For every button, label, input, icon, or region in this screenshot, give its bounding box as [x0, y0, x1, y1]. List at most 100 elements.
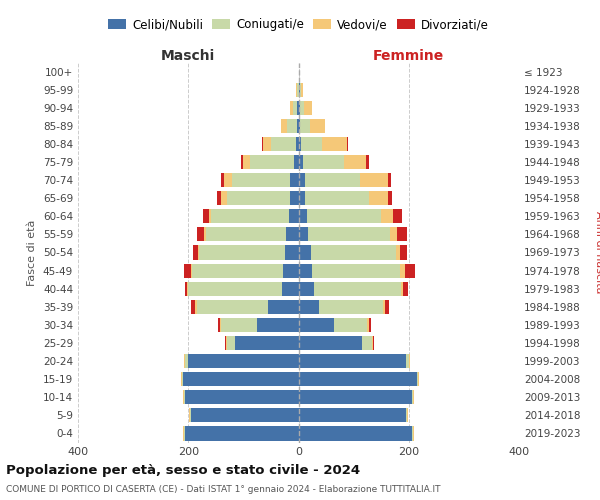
Bar: [283, 264, 299, 278]
Bar: [303, 155, 344, 169]
Bar: [412, 390, 413, 404]
Bar: [305, 173, 360, 187]
Bar: [299, 408, 406, 422]
Bar: [211, 210, 289, 224]
Bar: [221, 173, 224, 187]
Bar: [409, 354, 410, 368]
Bar: [197, 228, 203, 241]
Bar: [299, 264, 312, 278]
Bar: [235, 336, 299, 350]
Bar: [184, 390, 185, 404]
Bar: [298, 119, 299, 133]
Bar: [296, 137, 299, 151]
Bar: [185, 354, 188, 368]
Bar: [184, 354, 185, 368]
Bar: [299, 155, 303, 169]
Y-axis label: Anni di nascita: Anni di nascita: [595, 211, 600, 294]
Bar: [299, 210, 307, 224]
Bar: [224, 173, 232, 187]
Bar: [372, 336, 373, 350]
Bar: [310, 119, 325, 133]
Bar: [191, 408, 299, 422]
Bar: [383, 300, 385, 314]
Bar: [301, 82, 303, 96]
Bar: [406, 354, 409, 368]
Bar: [299, 100, 304, 115]
Bar: [385, 300, 389, 314]
Bar: [181, 372, 182, 386]
Bar: [185, 282, 187, 296]
Bar: [413, 426, 414, 440]
Bar: [299, 426, 412, 440]
Bar: [268, 300, 299, 314]
Bar: [388, 191, 392, 206]
Bar: [188, 282, 282, 296]
Bar: [301, 137, 322, 151]
Bar: [199, 246, 285, 260]
Bar: [344, 155, 367, 169]
Legend: Celibi/Nubili, Coniugati/e, Vedovi/e, Divorziati/e: Celibi/Nubili, Coniugati/e, Vedovi/e, Di…: [104, 14, 493, 36]
Bar: [400, 264, 405, 278]
Bar: [412, 426, 413, 440]
Bar: [334, 318, 367, 332]
Bar: [224, 336, 226, 350]
Bar: [206, 228, 286, 241]
Bar: [290, 191, 299, 206]
Bar: [262, 137, 263, 151]
Bar: [286, 228, 299, 241]
Bar: [218, 318, 220, 332]
Bar: [308, 228, 390, 241]
Bar: [198, 246, 199, 260]
Bar: [304, 100, 312, 115]
Bar: [368, 318, 371, 332]
Bar: [232, 173, 290, 187]
Bar: [299, 300, 319, 314]
Bar: [373, 336, 374, 350]
Bar: [193, 246, 198, 260]
Bar: [296, 82, 298, 96]
Bar: [209, 210, 211, 224]
Bar: [294, 155, 299, 169]
Bar: [360, 173, 388, 187]
Bar: [299, 282, 314, 296]
Bar: [187, 282, 188, 296]
Bar: [227, 191, 290, 206]
Bar: [287, 119, 298, 133]
Bar: [185, 426, 299, 440]
Bar: [319, 300, 383, 314]
Bar: [184, 264, 191, 278]
Bar: [290, 100, 293, 115]
Bar: [183, 426, 184, 440]
Bar: [182, 372, 183, 386]
Bar: [299, 318, 334, 332]
Bar: [413, 390, 414, 404]
Bar: [185, 390, 299, 404]
Bar: [250, 155, 294, 169]
Bar: [189, 408, 190, 422]
Bar: [192, 264, 283, 278]
Bar: [290, 173, 299, 187]
Bar: [221, 191, 227, 206]
Bar: [191, 300, 196, 314]
Bar: [311, 246, 396, 260]
Bar: [307, 210, 381, 224]
Bar: [390, 228, 397, 241]
Bar: [244, 155, 250, 169]
Bar: [263, 137, 271, 151]
Bar: [298, 100, 299, 115]
Bar: [405, 264, 415, 278]
Bar: [289, 210, 299, 224]
Bar: [305, 191, 368, 206]
Bar: [362, 336, 372, 350]
Y-axis label: Fasce di età: Fasce di età: [28, 220, 37, 286]
Bar: [184, 426, 185, 440]
Bar: [299, 191, 305, 206]
Bar: [285, 246, 299, 260]
Bar: [394, 210, 401, 224]
Bar: [368, 191, 388, 206]
Bar: [403, 282, 407, 296]
Bar: [401, 282, 403, 296]
Bar: [299, 390, 412, 404]
Bar: [314, 282, 401, 296]
Bar: [221, 318, 257, 332]
